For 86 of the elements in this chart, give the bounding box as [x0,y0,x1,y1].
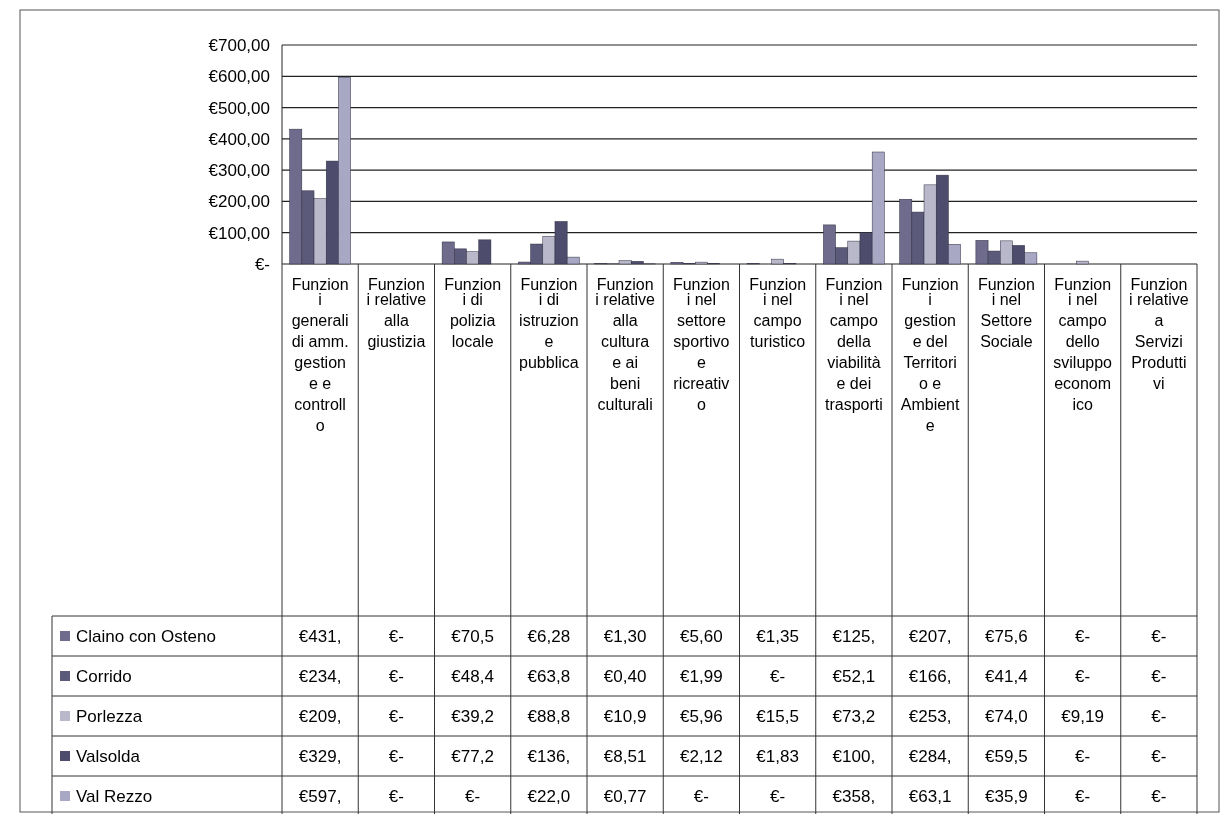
y-tick-label: €100,00 [208,223,270,243]
x-tick-label: Funzioni di polizia locale [444,275,502,350]
data-label: €75,6 [985,626,1028,646]
legend-label: Valsolda [76,746,141,766]
x-tick-label: Funzioni nel settore sportivo e ricreativo [672,275,730,413]
data-label: €1,83 [756,746,799,766]
y-tick-label: €200,00 [208,192,270,212]
data-label: €- [770,666,786,686]
data-label: €- [693,786,709,806]
data-label: €73,2 [832,706,876,726]
legend-label: Val Rezzo [76,786,153,806]
data-label: €10,9 [603,706,647,726]
data-label: €597, [298,786,342,806]
data-label: €125, [832,626,876,646]
data-label: €1,30 [603,626,647,646]
data-label: €431, [298,626,342,646]
data-label: €- [1075,666,1091,686]
legend-label: Claino con Osteno [76,626,216,646]
data-label: €41,4 [985,666,1028,686]
data-label: €35,9 [985,786,1028,806]
data-label: €- [1075,746,1091,766]
x-tick-label: Funzioni nel campo dello sviluppo economico [1053,275,1113,413]
data-label: €234, [298,666,342,686]
x-tick-label: Funzioni di istruzione pubblica [519,275,579,371]
data-label: €284, [908,746,952,766]
data-label: €8,51 [603,746,647,766]
data-label: €- [388,746,404,766]
x-tick-label: Funzioni generali di amm. gestione e controllo [291,275,349,434]
data-label: €- [1075,786,1091,806]
y-tick-label: €300,00 [208,161,270,181]
y-tick-label: €700,00 [208,35,270,55]
y-tick-label: €500,00 [208,98,270,118]
data-label: €5,96 [680,706,723,726]
data-label: €0,77 [603,786,647,806]
data-label: €1,99 [680,666,723,686]
data-label: €- [388,626,404,646]
data-label: €- [1151,786,1167,806]
data-label: €59,5 [985,746,1028,766]
data-label: €- [388,666,404,686]
data-label: €74,0 [985,706,1028,726]
x-tick-label: Funzioni relative a Servizi Produttivi [1129,275,1189,392]
y-tick-label: €400,00 [208,129,270,149]
data-label: €- [388,706,404,726]
data-label: €63,8 [527,666,571,686]
bar [1076,260,1089,265]
data-label: €- [1075,626,1091,646]
y-tick-label: €600,00 [208,67,270,87]
data-label: €100, [832,746,876,766]
x-tick-label: Funzioni gestione del Territorio e Ambiente [900,275,961,434]
data-label: €88,8 [527,706,571,726]
legend-label: Porlezza [76,706,143,726]
data-label: €52,1 [832,666,876,686]
data-label: €2,12 [680,746,723,766]
data-label: €- [770,786,786,806]
data-label: €136, [527,746,571,766]
data-label: €63,1 [908,786,952,806]
data-label: €15,5 [756,706,799,726]
data-label: €39,2 [451,706,494,726]
data-label: €22,0 [527,786,571,806]
data-label: €5,60 [680,626,723,646]
data-label: €6,28 [527,626,571,646]
data-label: €77,2 [451,746,494,766]
data-label: €70,5 [451,626,494,646]
data-label: €166, [908,666,952,686]
data-label: €207, [908,626,952,646]
data-label: €- [465,786,481,806]
data-label: €9,19 [1061,706,1104,726]
legend-label: Corrido [76,666,132,686]
x-tick-label: Funzioni nel campo turistico [749,275,807,350]
x-tick-label: Funzioni nel campo della viabilità e dei trasporti [824,275,883,413]
data-label: €329, [298,746,342,766]
x-tick-label: Funzioni relative alla cultura e ai beni culturali [595,275,656,413]
y-tick-label: €- [254,254,270,274]
data-label: €- [1151,626,1167,646]
data-label: €253, [908,706,952,726]
data-label: €0,40 [603,666,647,686]
data-label: €358, [832,786,876,806]
x-tick-label: Funzioni relative alla giustizia [366,275,427,350]
data-label: €- [1151,666,1167,686]
data-label: €- [1151,706,1167,726]
data-label: €- [1151,746,1167,766]
data-label: €1,35 [756,626,799,646]
data-label: €- [388,786,404,806]
data-label: €48,4 [451,666,494,686]
data-label: €209, [298,706,342,726]
x-tick-label: Funzioni nel Settore Sociale [977,275,1035,350]
